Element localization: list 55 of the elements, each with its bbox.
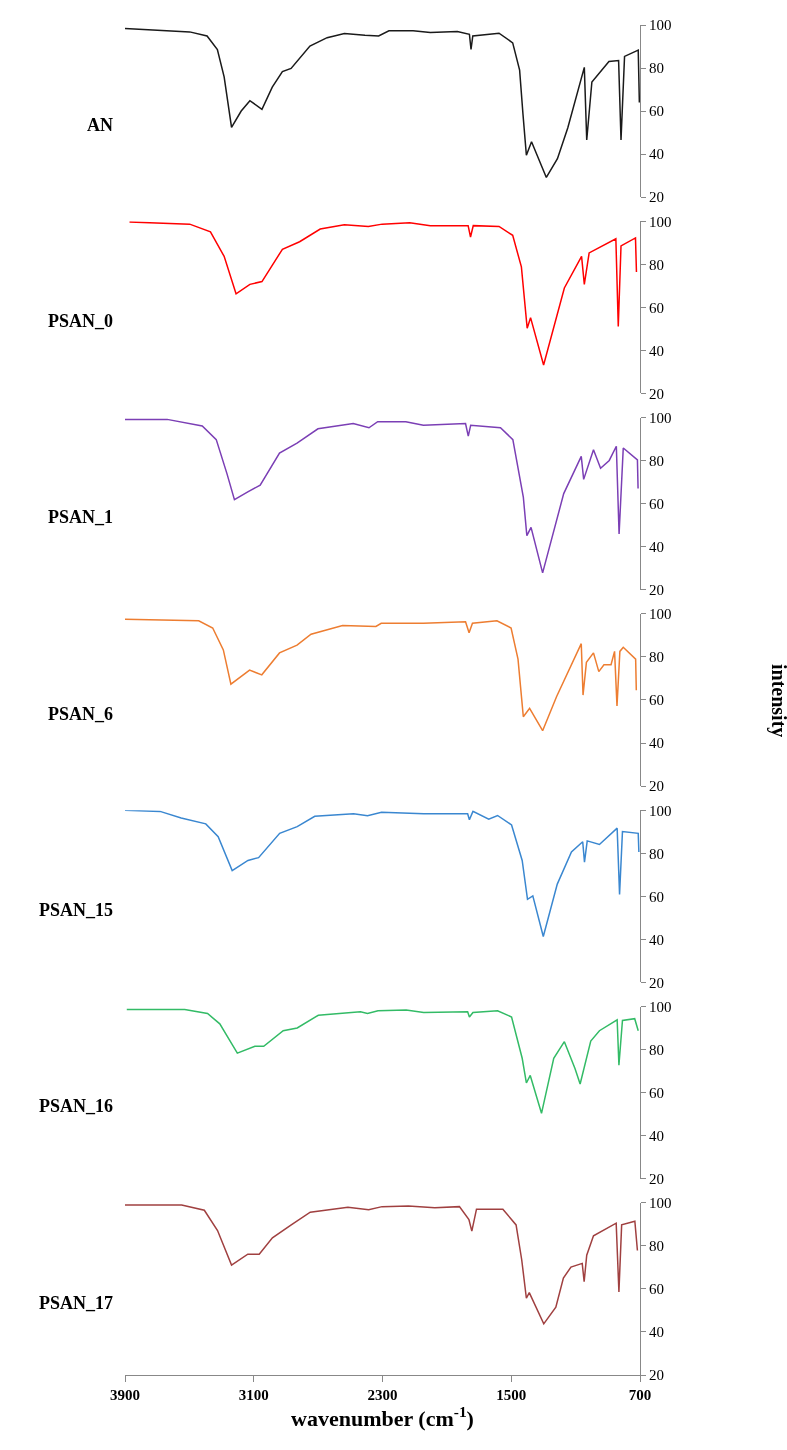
y-tick-label: 80 <box>649 1238 664 1255</box>
y-tick-label: 40 <box>649 735 664 752</box>
y-tick-label: 20 <box>649 189 664 206</box>
y-tick-label: 60 <box>649 692 664 709</box>
y-tick-label: 40 <box>649 1324 664 1341</box>
y-axis-title: intensity <box>767 663 787 738</box>
line-series <box>125 618 638 732</box>
x-tick-label: 2300 <box>367 1387 398 1403</box>
y-tick-label: 60 <box>649 888 664 905</box>
text: PSAN_17 <box>39 1293 114 1313</box>
y-tick-label: 100 <box>649 802 672 819</box>
y-tick-label: 80 <box>649 649 664 666</box>
y-tick-label: 40 <box>649 1127 664 1144</box>
y-tick-label: 40 <box>649 931 664 948</box>
x-tick-label: 3900 <box>110 1387 140 1403</box>
y-tick-label: 20 <box>649 1170 664 1187</box>
line-series <box>125 1204 639 1325</box>
y-tick-label: 80 <box>649 256 664 273</box>
y-tick-label: 100 <box>649 17 672 34</box>
x-tick-label: 700 <box>628 1387 652 1403</box>
y-tick-label: 20 <box>649 581 664 598</box>
line-series <box>128 221 638 366</box>
y-tick-label: 60 <box>649 299 664 316</box>
text: PSAN_6 <box>48 704 114 724</box>
y-tick-label: 100 <box>649 998 672 1015</box>
y-tick-label: 40 <box>649 146 664 163</box>
x-tick-label: 3100 <box>238 1387 269 1403</box>
y-tick-label: 60 <box>649 103 664 120</box>
y-tick-label: 20 <box>649 1367 664 1384</box>
y-tick-label: 100 <box>649 606 672 623</box>
text: PSAN_15 <box>39 900 114 920</box>
y-tick-label: 40 <box>649 342 664 359</box>
y-tick-label: 60 <box>649 1084 664 1101</box>
line-series <box>125 27 640 179</box>
y-tick-label: 100 <box>649 409 672 426</box>
y-tick-label: 20 <box>649 974 664 991</box>
line-series <box>126 1008 639 1115</box>
y-tick-label: 60 <box>649 495 664 512</box>
y-tick-label: 80 <box>649 60 664 77</box>
text: PSAN_1 <box>48 507 114 527</box>
text: AN <box>87 115 113 135</box>
y-tick-label: 80 <box>649 452 664 469</box>
y-tick-label: 20 <box>649 385 664 402</box>
y-tick-label: 80 <box>649 1041 664 1058</box>
y-tick-label: 60 <box>649 1281 664 1298</box>
y-tick-label: 20 <box>649 778 664 795</box>
y-tick-label: 80 <box>649 845 664 862</box>
y-tick-label: 100 <box>649 1195 672 1212</box>
text: PSAN_16 <box>39 1096 114 1116</box>
y-tick-label: 100 <box>649 213 672 230</box>
y-tick-label: 40 <box>649 538 664 555</box>
line-series <box>125 418 639 574</box>
x-tick-label: 1500 <box>496 1387 527 1403</box>
text: PSAN_0 <box>48 311 114 331</box>
x-axis-title: wavenumber (cm$^{-1}$) <box>291 1403 474 1432</box>
